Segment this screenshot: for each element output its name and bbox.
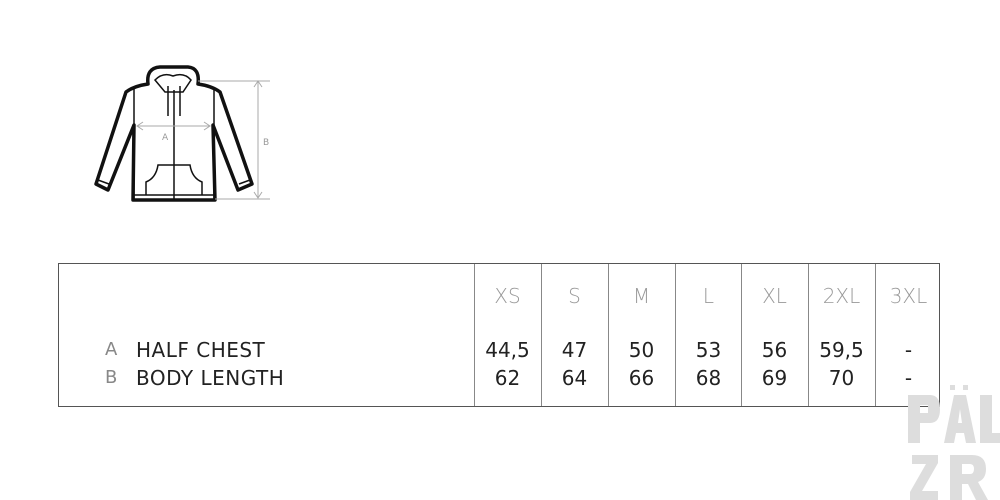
label-a: A <box>162 133 169 143</box>
size-header: XS <box>494 284 521 308</box>
table-cell: 69 <box>761 366 788 390</box>
table-cell: 56 <box>761 338 788 362</box>
table-cell: 68 <box>695 366 722 390</box>
size-chart-table: XS S M L XL 2XL 3XL A HALF CHEST 44,5 47 50 53 56 59,5… <box>58 263 940 407</box>
table-cell: 66 <box>628 366 655 390</box>
table-cell: 53 <box>695 338 722 362</box>
column-divider <box>541 264 542 406</box>
table-cell: - <box>904 338 913 362</box>
table-cell: 59,5 <box>819 338 864 362</box>
row-letter: B <box>105 367 118 388</box>
size-header: M <box>632 284 651 308</box>
table-cell: - <box>904 366 913 390</box>
column-divider <box>875 264 876 406</box>
size-header: XL <box>762 284 787 308</box>
table-cell: 70 <box>828 366 855 390</box>
table-cell: 44,5 <box>485 338 530 362</box>
size-header: L <box>702 284 715 308</box>
table-cell: 64 <box>561 366 588 390</box>
size-header: S <box>568 284 581 308</box>
column-divider <box>675 264 676 406</box>
column-divider <box>608 264 609 406</box>
row-letter: A <box>105 339 118 360</box>
size-header: 3XL <box>889 284 928 308</box>
label-b: B <box>263 138 269 148</box>
palzr-logo <box>908 385 1000 500</box>
row-label: BODY LENGTH <box>136 366 285 390</box>
column-divider <box>808 264 809 406</box>
column-divider <box>474 264 475 406</box>
table-cell: 50 <box>628 338 655 362</box>
hoodie-measurement-diagram: A B <box>94 65 270 202</box>
table-cell: 62 <box>494 366 521 390</box>
column-divider <box>741 264 742 406</box>
row-label: HALF CHEST <box>136 338 266 362</box>
size-header: 2XL <box>822 284 861 308</box>
table-cell: 47 <box>561 338 588 362</box>
